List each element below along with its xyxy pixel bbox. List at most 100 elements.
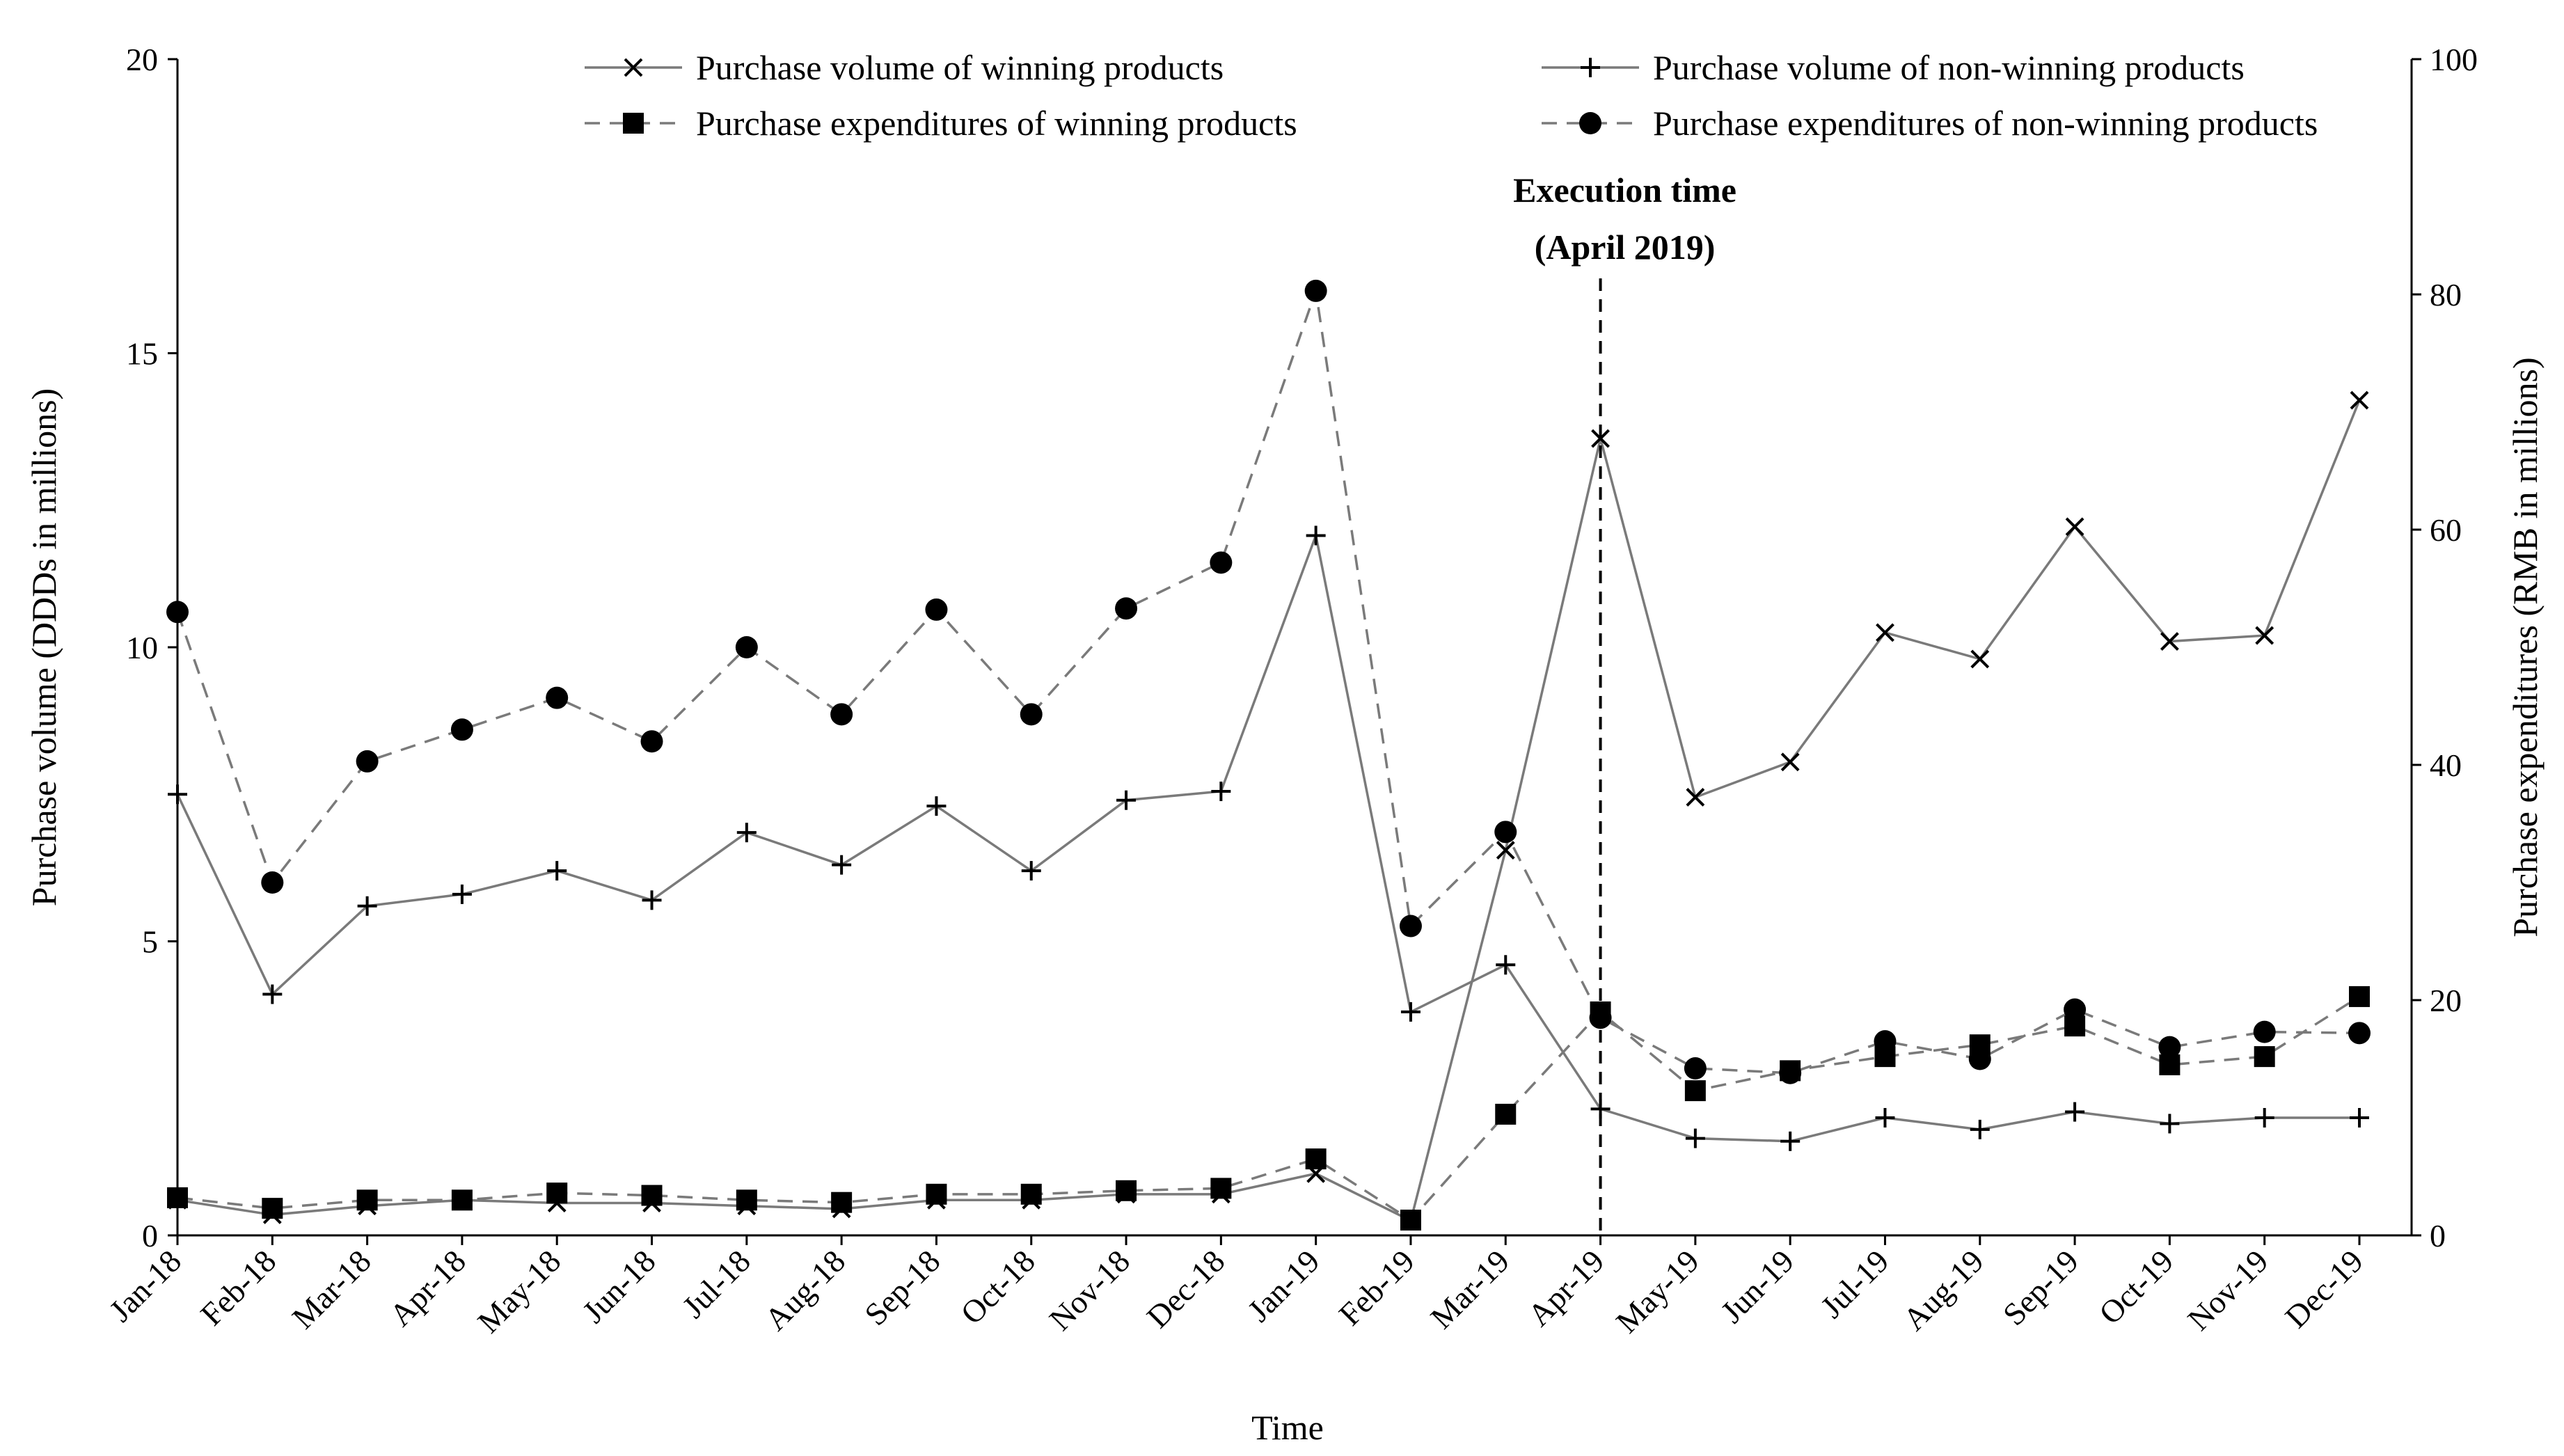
series-3-point	[262, 1198, 283, 1219]
legend-label: Purchase volume of non-winning products	[1653, 48, 2245, 87]
x-tick-label: Sep-19	[1996, 1243, 2085, 1332]
series-4-point	[166, 601, 189, 624]
execution-annotation: Execution time (April 2019)	[1513, 171, 1736, 1235]
series-3-point	[926, 1183, 947, 1205]
series-3-point	[451, 1189, 473, 1211]
series-2-point	[1685, 1128, 1705, 1148]
series-2-point	[926, 796, 947, 816]
legend: Purchase volume of winning products Purch…	[585, 48, 2318, 143]
series-1-point	[2065, 517, 2084, 537]
series-markers	[166, 279, 2371, 1231]
series-1-point	[2255, 626, 2274, 645]
series-3-point	[736, 1189, 757, 1211]
series-3-point	[1400, 1210, 1421, 1231]
series-3-point	[1684, 1080, 1706, 1102]
series-4-point	[1304, 279, 1327, 302]
left-tick-label: 20	[126, 42, 158, 77]
x-tick-label: Dec-18	[1140, 1243, 1232, 1335]
series-3-point	[1305, 1148, 1327, 1170]
x-tick-label: Jan-19	[1241, 1243, 1327, 1329]
left-tick-label: 15	[126, 336, 158, 372]
legend-swatch-marker	[1579, 112, 1601, 134]
x-tick-label: May-18	[470, 1243, 567, 1340]
marker-stroke	[1970, 649, 1990, 669]
legend-entry-3: Purchase expenditures of winning product…	[585, 104, 1297, 143]
x-tick-label: Jan-18	[102, 1243, 188, 1329]
x-tick-label: Dec-19	[2278, 1243, 2370, 1335]
x-tick-label: Feb-18	[193, 1243, 283, 1332]
series-2-point	[1970, 1119, 1990, 1139]
series-2-point	[1780, 1131, 1801, 1151]
series-3-point	[831, 1192, 853, 1213]
marker-stroke	[1591, 429, 1610, 448]
x-tick-label: Nov-18	[1043, 1243, 1137, 1337]
legend-label: Purchase volume of winning products	[696, 48, 1224, 87]
legend-swatch-marker	[624, 58, 643, 77]
series-3-point	[167, 1187, 188, 1208]
series-2-point	[262, 984, 283, 1004]
x-tick-label: Jul-19	[1814, 1243, 1895, 1324]
x-tick-label: Nov-19	[2181, 1243, 2274, 1337]
right-tick-label: 20	[2430, 983, 2462, 1018]
right-tick-label: 80	[2430, 277, 2462, 312]
series-2-point	[1116, 790, 1137, 810]
x-tick-label: Jun-19	[1714, 1243, 1801, 1330]
series-4-point	[2348, 1022, 2371, 1045]
series-3-point	[1210, 1178, 1232, 1199]
series-4-point	[1968, 1047, 1991, 1070]
left-tick-label: 0	[142, 1218, 158, 1253]
series-4-point	[640, 730, 663, 753]
series-2-point	[2065, 1102, 2085, 1122]
series-3-point	[2349, 986, 2370, 1007]
x-tick-label: Mar-18	[285, 1243, 378, 1336]
series-2-point	[2350, 1108, 2369, 1127]
series-1-point	[2160, 632, 2179, 651]
marker-stroke	[2065, 517, 2084, 537]
x-tick-label: Oct-18	[953, 1243, 1041, 1331]
series-4-point	[2253, 1020, 2276, 1043]
series-4-point	[1020, 703, 1043, 726]
series-2-point	[1211, 782, 1231, 802]
series-1-point	[1970, 649, 1990, 669]
series-line-4	[176, 290, 2360, 1075]
series-3-point	[546, 1182, 568, 1204]
series-3-point	[1495, 1103, 1517, 1125]
left-axis-title: Purchase volume (DDDs in millions)	[24, 388, 63, 906]
series-4-point	[2064, 998, 2087, 1021]
x-axis-title: Time	[1251, 1408, 1324, 1447]
execution-date-label: (April 2019)	[1535, 228, 1716, 267]
series-1-point	[2350, 390, 2369, 410]
legend-label: Purchase expenditures of winning product…	[696, 104, 1297, 143]
series-4-point	[735, 636, 758, 658]
series-line-1	[177, 399, 2361, 1223]
marker-stroke	[2255, 626, 2274, 645]
series-2-point	[1400, 1002, 1421, 1022]
series-4-point	[1494, 821, 1517, 844]
marker-stroke	[1686, 788, 1705, 807]
series-3-point	[2254, 1046, 2275, 1068]
series-lines	[176, 290, 2361, 1223]
series-2-point	[832, 855, 852, 875]
marker-stroke	[1780, 752, 1800, 772]
right-tick-label: 60	[2430, 512, 2462, 548]
left-tick-label: 10	[126, 630, 158, 665]
marker-stroke	[2160, 632, 2179, 651]
series-4-point	[546, 686, 569, 709]
right-tick-label: 100	[2430, 42, 2478, 77]
series-line-2	[176, 531, 2359, 1143]
series-1-point	[1686, 788, 1705, 807]
x-tick-label: Mar-19	[1423, 1243, 1516, 1336]
marker-stroke	[1496, 841, 1515, 860]
series-4-point	[450, 718, 473, 741]
series-3-point	[356, 1189, 378, 1211]
series-4-point	[261, 871, 284, 894]
x-tick-label: Apr-18	[383, 1243, 473, 1333]
series-3-point	[641, 1185, 663, 1206]
series-2-point	[452, 884, 472, 904]
x-tick-label: Jul-18	[676, 1243, 757, 1324]
series-2-point	[357, 896, 377, 916]
series-2-point	[1021, 861, 1041, 881]
series-1-point	[1496, 841, 1515, 860]
